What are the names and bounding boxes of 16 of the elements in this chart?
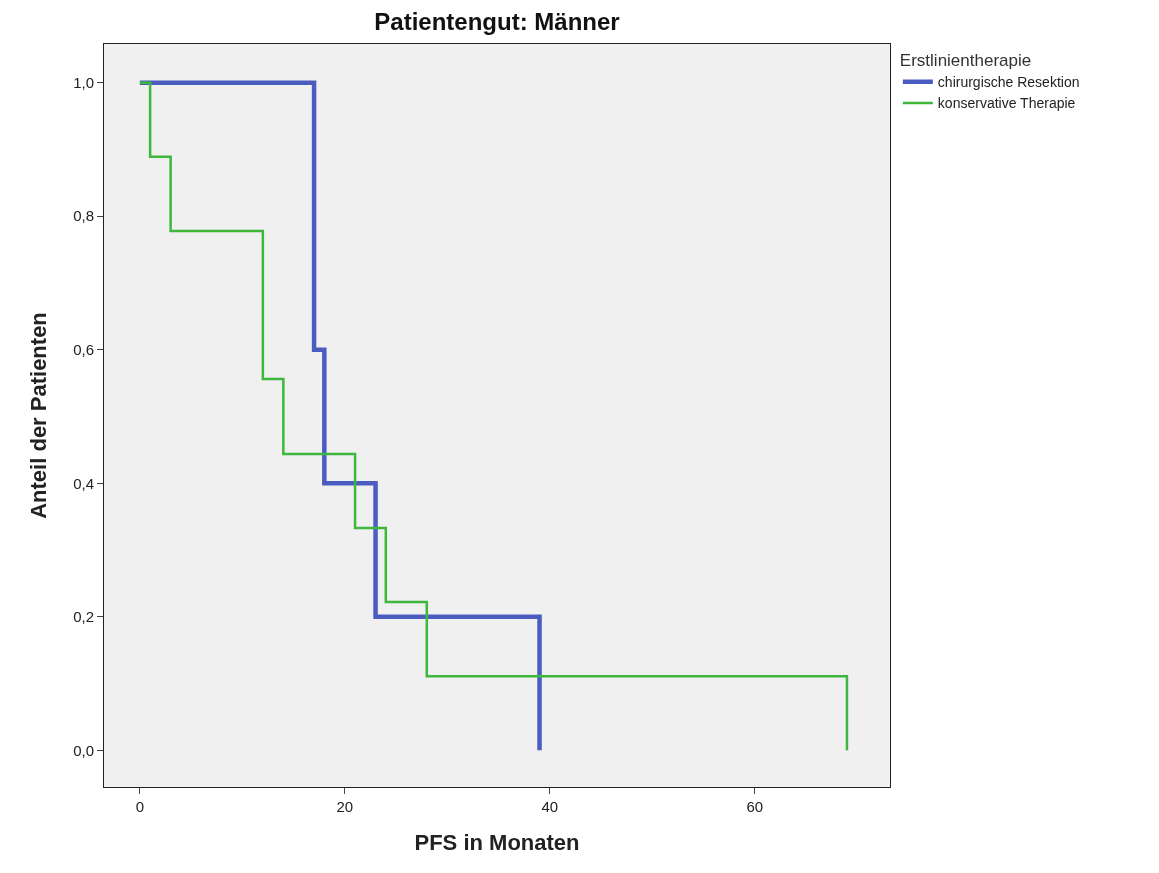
y-axis-title: Anteil der Patienten: [25, 312, 51, 519]
legend-label: konservative Therapie: [937, 95, 1076, 112]
x-tick-label: 60: [746, 798, 764, 815]
x-tick-label: 0: [135, 798, 145, 815]
chart-title: Patientengut: Männer: [374, 7, 620, 35]
y-tick-label: 0,2: [73, 608, 94, 626]
y-tick-label: 0,6: [73, 340, 94, 358]
x-axis-title: PFS in Monaten: [414, 829, 580, 855]
y-tick-label: 0,0: [73, 741, 94, 759]
y-tick-label: 0,8: [73, 207, 94, 225]
x-tick-label: 20: [336, 798, 354, 815]
legend-label: chirurgische Resektion: [937, 74, 1080, 91]
x-tick-label: 40: [541, 798, 559, 815]
y-tick-label: 0,4: [73, 474, 94, 492]
y-tick-label: 1,0: [73, 73, 94, 91]
legend-title: Erstlinientherapie: [899, 51, 1032, 71]
